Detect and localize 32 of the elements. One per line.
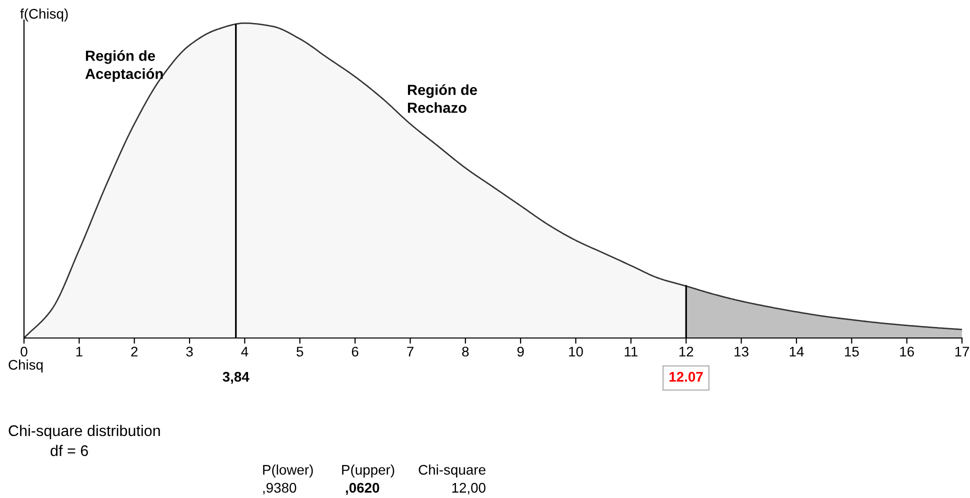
text: df = 6 [50, 444, 88, 456]
x-tick-label: 17 [955, 346, 970, 356]
x-tick-label: 13 [734, 346, 748, 357]
x-tick-label: 3 [186, 346, 193, 357]
x-tick-label: 10 [569, 346, 583, 357]
x-tick-label: 15 [844, 346, 859, 357]
text: P(upper) [342, 464, 394, 478]
x-tick-label: 12 [679, 346, 694, 356]
x-tick-label: 6 [352, 346, 358, 357]
x-tick-label: 9 [517, 346, 524, 357]
x-tick-label: 4 [241, 346, 248, 356]
text: Chi-square [418, 464, 486, 478]
x-tick-label: 0 [20, 346, 28, 357]
text: 12.07 [670, 372, 703, 382]
x-tick-label: 8 [462, 346, 469, 357]
x-tick-label: 7 [407, 346, 414, 356]
annotation: Región de Aceptación [85, 50, 163, 82]
annotation: Región de Rechazo [408, 84, 477, 113]
text: ,9380 [263, 482, 296, 494]
x-tick-label: 16 [900, 346, 914, 357]
ref-line-label: 3,84 [222, 372, 250, 384]
x-tick-label: 11 [624, 346, 638, 356]
text: ,0620 [346, 482, 380, 495]
x-tick-label: 2 [131, 346, 138, 356]
y-axis-title: f(Chisq) [20, 8, 68, 22]
x-tick-label: 14 [790, 346, 804, 356]
text: P(lower) [263, 464, 313, 478]
x-tick-label: 5 [296, 346, 304, 357]
text: Chi-square distribution [8, 424, 160, 440]
x-tick-label: 1 [76, 346, 82, 356]
x-axis-title: Chisq [8, 360, 43, 372]
text: 12,00 [452, 482, 486, 494]
